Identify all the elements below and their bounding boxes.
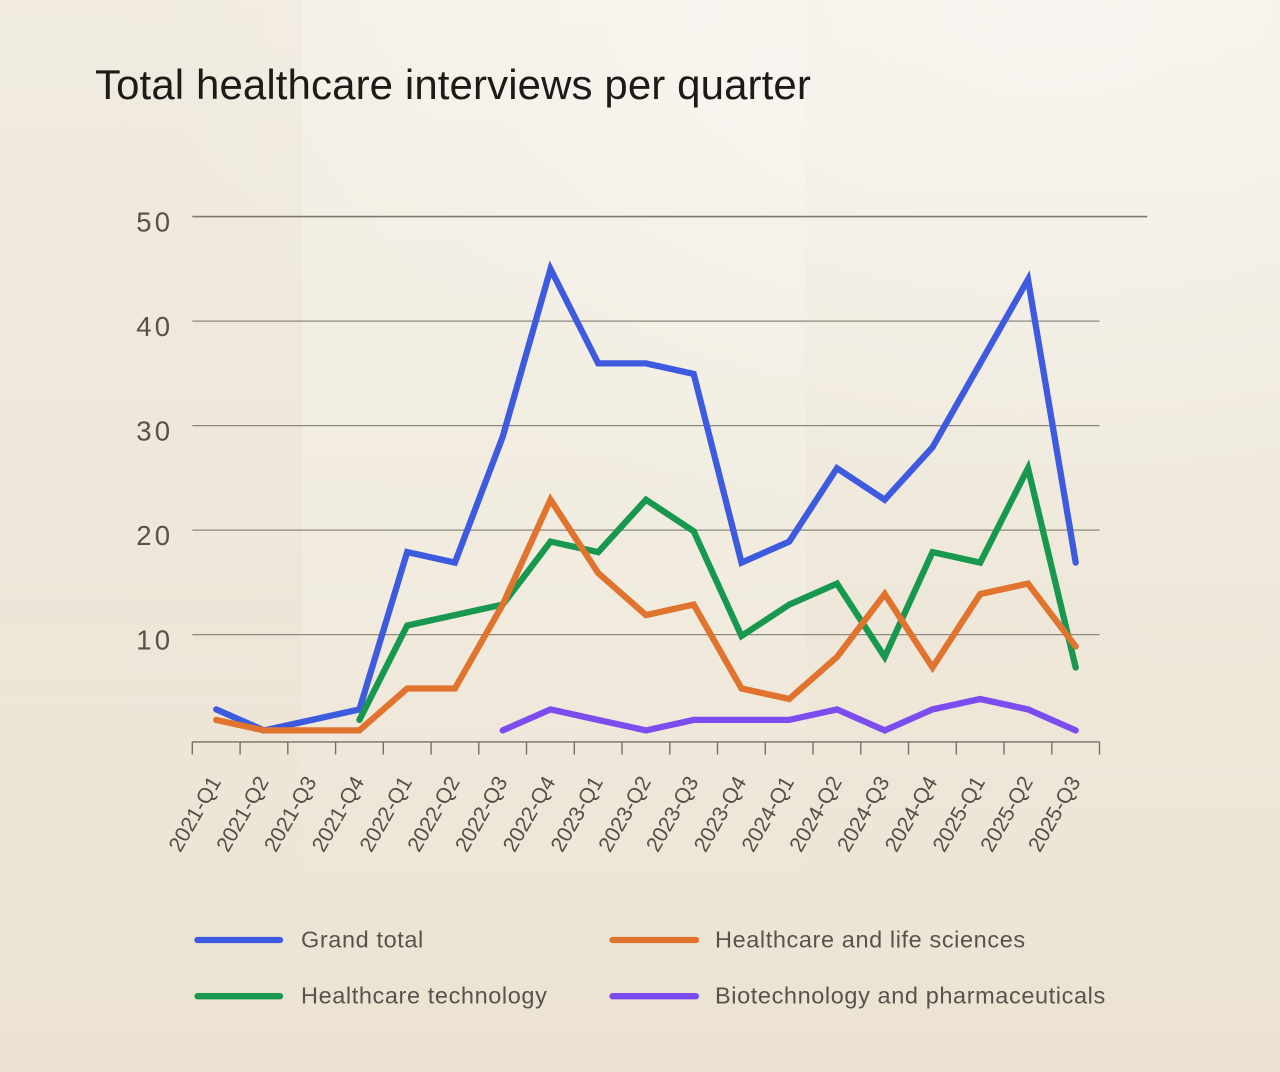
svg-text:40: 40 <box>136 311 173 342</box>
svg-text:20: 20 <box>136 520 173 551</box>
svg-text:Biotechnology and pharmaceutic: Biotechnology and pharmaceuticals <box>715 983 1106 1009</box>
svg-text:Healthcare technology: Healthcare technology <box>301 983 547 1009</box>
svg-text:10: 10 <box>136 625 173 656</box>
svg-text:30: 30 <box>136 416 173 447</box>
svg-text:Grand total: Grand total <box>301 927 424 953</box>
svg-text:Healthcare and life sciences: Healthcare and life sciences <box>715 927 1026 953</box>
svg-text:50: 50 <box>136 207 173 238</box>
